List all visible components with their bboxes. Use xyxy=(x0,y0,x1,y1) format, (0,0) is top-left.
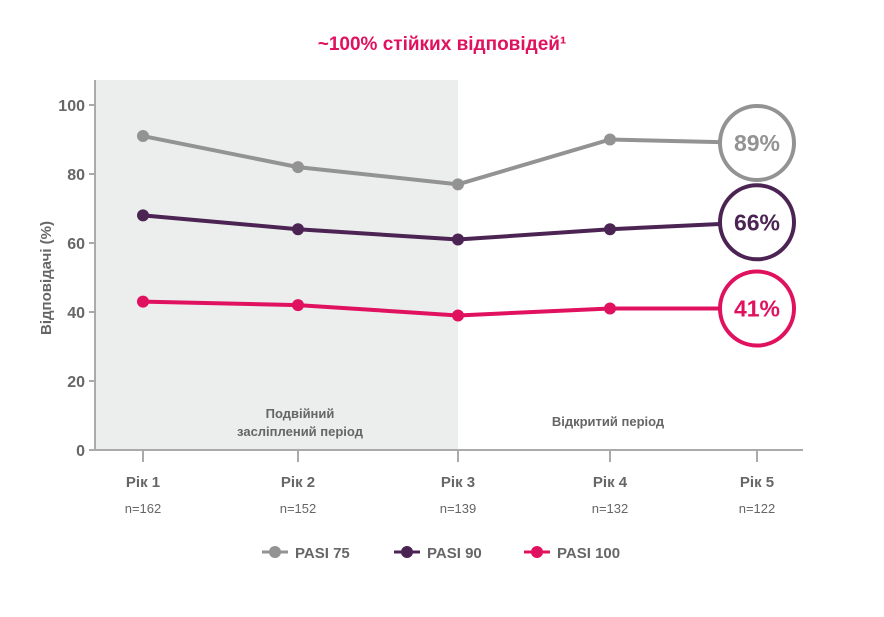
x-tick-label: Рік 2 xyxy=(281,474,315,491)
data-point xyxy=(292,223,304,236)
data-point xyxy=(452,178,464,191)
x-tick-label: Рік 3 xyxy=(441,474,475,491)
chart-title: ~100% стійких відповідей¹ xyxy=(318,34,567,55)
legend-label: PASI 100 xyxy=(557,545,620,562)
end-value-badge xyxy=(718,103,796,182)
legend-item: PASI 90 xyxy=(394,545,482,562)
data-point xyxy=(292,161,304,174)
legend-marker xyxy=(531,546,543,558)
data-point xyxy=(604,302,616,315)
end-value-label: 66% xyxy=(734,209,780,235)
data-point xyxy=(452,233,464,246)
end-value-label: 41% xyxy=(734,296,780,322)
data-point xyxy=(137,209,149,222)
n-label: n=122 xyxy=(739,501,776,516)
y-tick-label: 20 xyxy=(67,374,85,391)
end-value-label: 89% xyxy=(734,130,780,156)
data-point xyxy=(137,130,149,143)
data-point xyxy=(137,295,149,308)
x-tick-label: Рік 1 xyxy=(126,474,160,491)
n-label: n=139 xyxy=(440,501,477,516)
y-axis-label: Відповідачі (%) xyxy=(38,221,55,335)
legend-item: PASI 75 xyxy=(262,545,350,562)
end-value-badge xyxy=(718,183,796,262)
legend-label: PASI 90 xyxy=(427,545,482,562)
legend-label: PASI 75 xyxy=(295,545,350,562)
legend-item: PASI 100 xyxy=(524,545,620,562)
n-label: n=152 xyxy=(280,501,317,516)
y-tick-label: 100 xyxy=(58,98,85,115)
data-point xyxy=(604,223,616,236)
double-blind-period-shade xyxy=(95,80,458,450)
legend-marker xyxy=(401,546,413,558)
data-point xyxy=(292,299,304,312)
n-label: n=132 xyxy=(592,501,629,516)
y-tick-label: 0 xyxy=(76,443,85,460)
end-value-badge xyxy=(718,269,796,348)
y-tick-label: 60 xyxy=(67,236,85,253)
legend-marker xyxy=(269,546,281,558)
y-tick-label: 40 xyxy=(67,305,85,322)
period-label-double-blind: Подвійний засліплений період xyxy=(237,406,364,439)
period-label-open: Відкритий період xyxy=(552,414,665,429)
y-tick-label: 80 xyxy=(67,167,85,184)
x-tick-label: Рік 5 xyxy=(740,474,774,491)
data-point xyxy=(452,309,464,322)
data-point xyxy=(604,133,616,146)
n-label: n=162 xyxy=(125,501,162,516)
x-tick-label: Рік 4 xyxy=(593,474,628,491)
